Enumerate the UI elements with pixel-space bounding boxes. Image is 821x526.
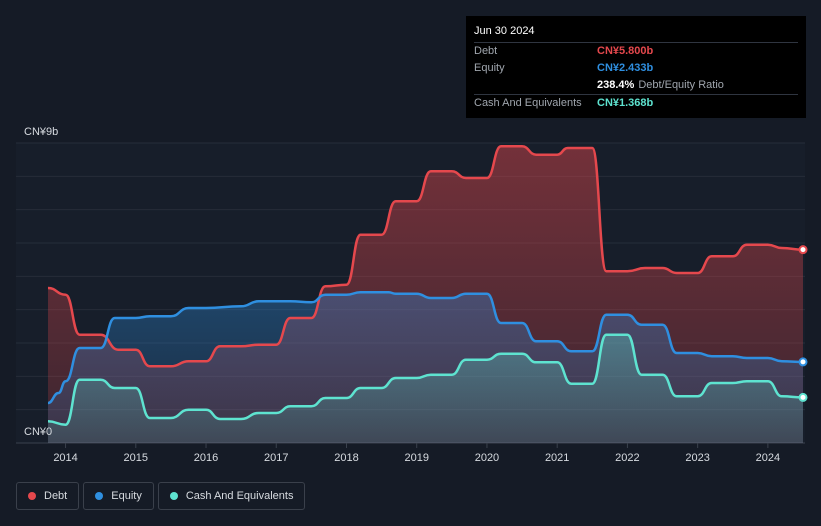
x-tick-label: 2017 xyxy=(264,452,288,464)
cash-endpoint xyxy=(798,392,808,402)
tooltip-ratio-label: Debt/Equity Ratio xyxy=(638,79,724,91)
equity-dot-icon xyxy=(95,492,104,500)
x-tick-label: 2022 xyxy=(615,452,639,464)
tooltip-debt-label: Debt xyxy=(474,45,498,57)
tooltip-equity-value: CN¥2.433b xyxy=(597,62,654,74)
tooltip-panel: Jun 30 2024 Debt CN¥5.800b Equity CN¥2.4… xyxy=(466,16,806,118)
tooltip-cash-label: Cash And Equivalents xyxy=(474,97,582,109)
equity-endpoint xyxy=(798,357,808,367)
x-tick-label: 2024 xyxy=(756,452,780,464)
cash-dot-icon xyxy=(169,492,178,500)
tooltip-equity-row: Equity CN¥2.433b xyxy=(474,60,798,77)
x-axis-ticks: 2014 2015 2016 2017 2018 2019 2020 2021 2022 2023… xyxy=(53,443,780,464)
x-tick-label: 2023 xyxy=(685,452,709,464)
legend-cash-label: Cash And Equivalents xyxy=(185,490,294,502)
tooltip-ratio-spacer xyxy=(474,77,597,94)
series-areas xyxy=(48,146,803,444)
legend-item-equity[interactable]: Equity xyxy=(83,482,154,510)
equity-line xyxy=(47,291,804,405)
x-tick-label: 2016 xyxy=(194,452,218,464)
legend-equity-label: Equity xyxy=(111,490,142,502)
tooltip-debt-value: CN¥5.800b xyxy=(597,45,654,57)
cash-line xyxy=(47,333,804,426)
legend: Debt Equity Cash And Equivalents xyxy=(16,482,306,510)
cash-area xyxy=(48,334,803,443)
y-axis-bottom-label: CN¥0 xyxy=(24,426,52,438)
x-tick-label: 2020 xyxy=(475,452,499,464)
series-lines xyxy=(47,145,804,426)
x-tick-label: 2018 xyxy=(334,452,358,464)
legend-debt-label: Debt xyxy=(44,490,68,502)
x-tick-label: 2021 xyxy=(545,452,569,464)
tooltip-cash-value: CN¥1.368b xyxy=(597,97,654,109)
x-tick-label: 2019 xyxy=(404,452,428,464)
debt-line xyxy=(47,145,804,368)
tooltip-cash-row: Cash And Equivalents CN¥1.368b xyxy=(474,94,798,112)
debt-endpoint xyxy=(798,245,808,255)
legend-item-debt[interactable]: Debt xyxy=(16,482,80,510)
y-axis-top-label: CN¥9b xyxy=(24,126,58,138)
tooltip-ratio-value: 238.4% xyxy=(597,79,635,91)
legend-item-cash[interactable]: Cash And Equivalents xyxy=(157,482,306,510)
debt-dot-icon xyxy=(28,492,36,500)
tooltip-ratio-row: 238.4% Debt/Equity Ratio xyxy=(474,77,798,94)
tooltip-debt-row: Debt CN¥5.800b xyxy=(474,42,798,60)
tooltip-equity-label: Equity xyxy=(474,62,505,74)
x-tick-label: 2015 xyxy=(124,452,148,464)
series-endpoints xyxy=(798,245,808,402)
tooltip-date: Jun 30 2024 xyxy=(474,25,535,37)
x-tick-label: 2014 xyxy=(53,452,77,464)
